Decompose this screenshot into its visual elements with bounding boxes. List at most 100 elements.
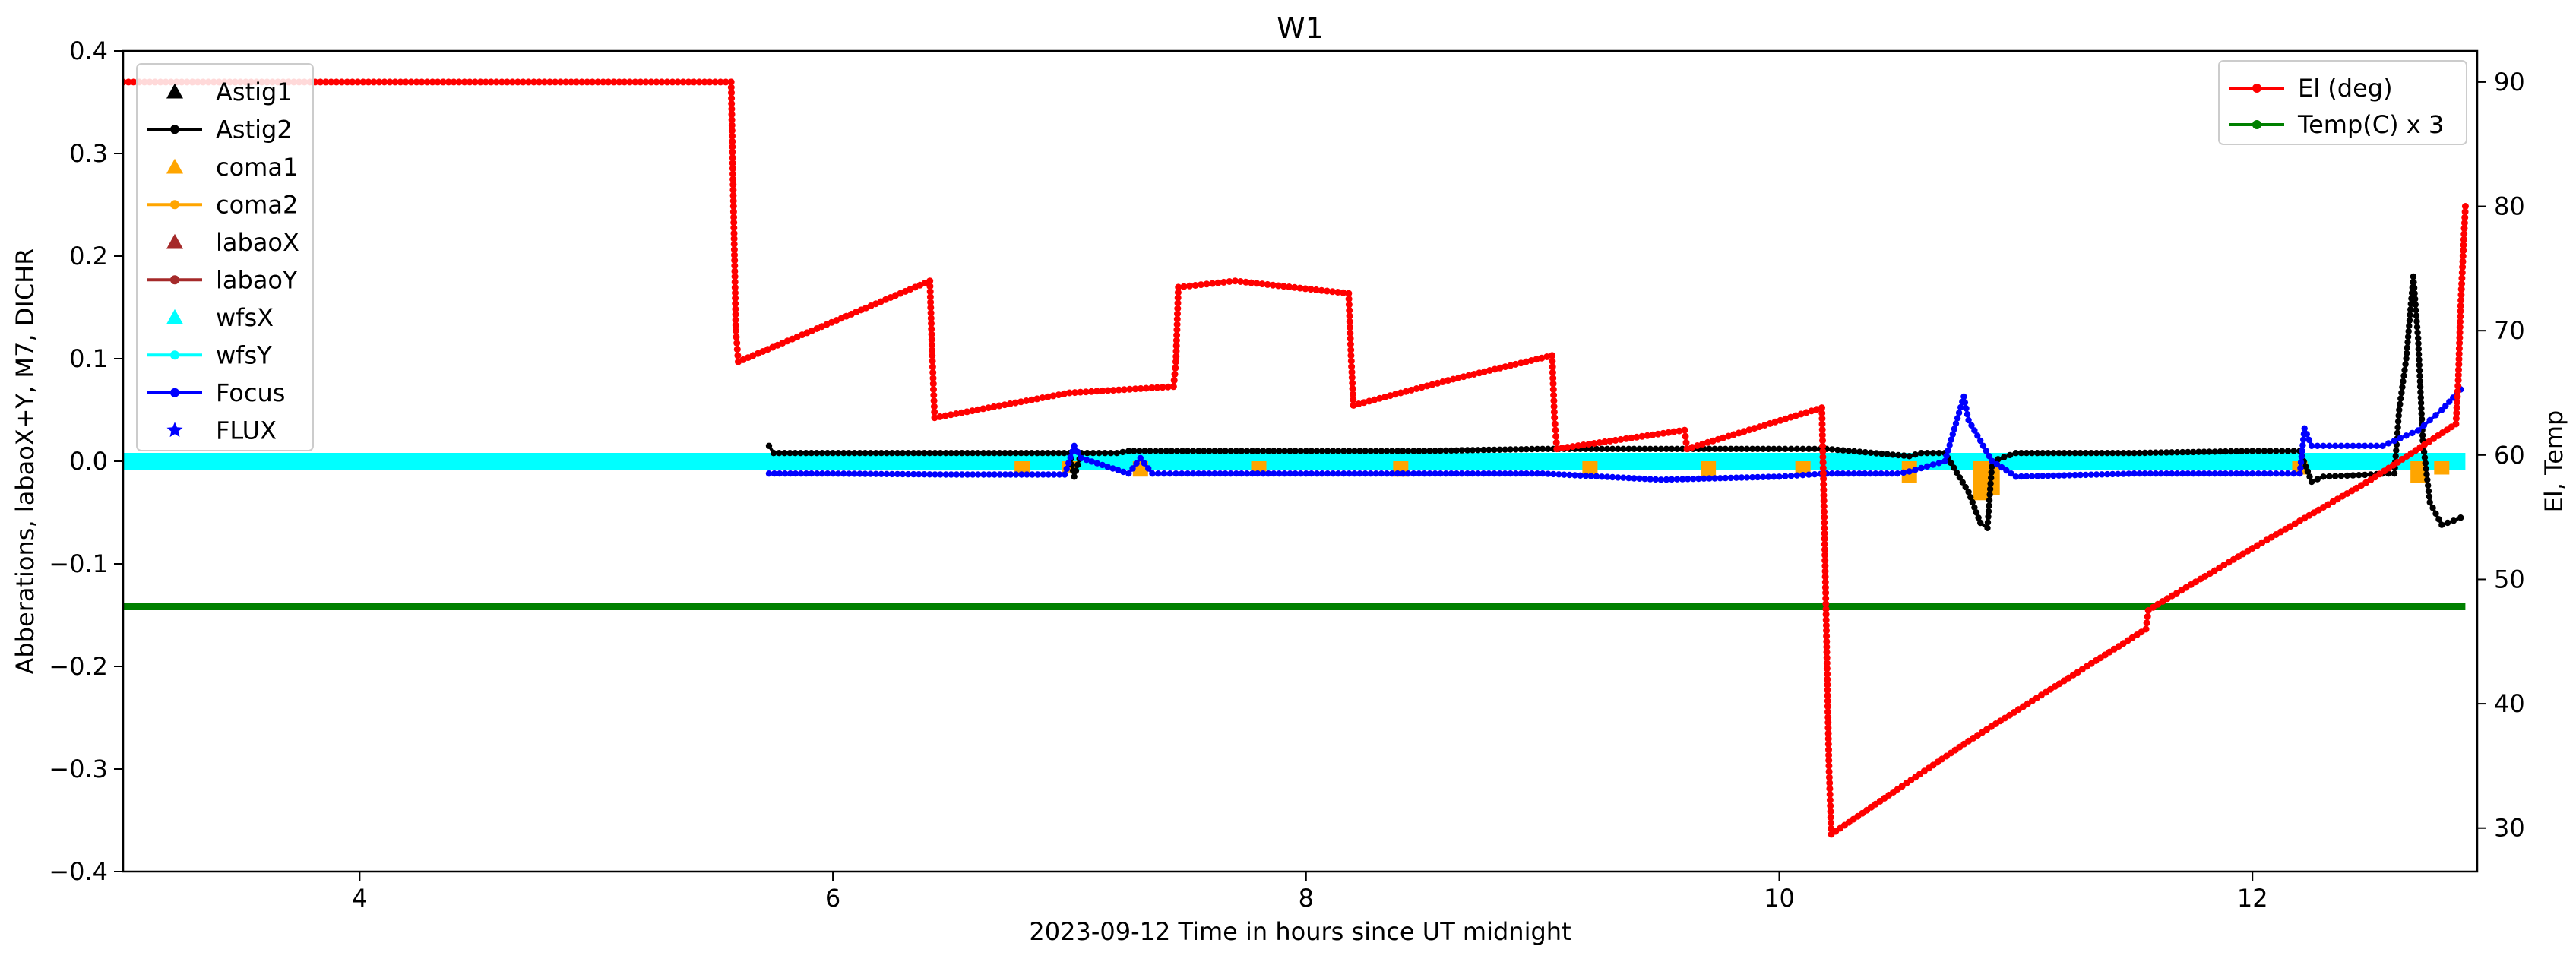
- data-point: [2454, 382, 2462, 390]
- data-point: [2403, 432, 2410, 439]
- data-point: [1126, 385, 1134, 393]
- data-point: [1545, 445, 1552, 452]
- data-point: [338, 78, 346, 86]
- y2-tick-label: 30: [2494, 814, 2525, 843]
- data-point: [1512, 470, 1520, 477]
- data-point: [1346, 448, 1353, 454]
- data-point: [1748, 474, 1756, 481]
- data-point: [1173, 331, 1181, 339]
- data-point: [1950, 464, 1957, 471]
- data-point: [1552, 432, 1560, 440]
- data-point: [1238, 470, 1245, 477]
- data-point: [2185, 470, 2191, 477]
- data-point: [1745, 426, 1753, 434]
- data-point: [1824, 719, 1832, 726]
- data-point: [1681, 426, 1688, 434]
- data-point: [1998, 464, 2005, 471]
- data-point: [2144, 613, 2151, 620]
- data-point: [1137, 454, 1144, 462]
- data-point: [1845, 470, 1852, 477]
- data-point: [1906, 468, 1913, 475]
- data-point: [1157, 448, 1164, 454]
- data-point: [1356, 448, 1363, 454]
- data-point: [1172, 347, 1180, 355]
- data-point: [1248, 470, 1256, 477]
- data-point: [1018, 471, 1025, 478]
- data-point: [1496, 470, 1503, 477]
- data-point: [1071, 442, 1078, 449]
- data-point: [1145, 465, 1152, 472]
- data-point: [1663, 476, 1670, 483]
- data-point: [1690, 476, 1697, 483]
- data-point: [2454, 377, 2462, 384]
- data-point: [1173, 448, 1181, 454]
- data-point: [1007, 450, 1014, 457]
- data-point: [1421, 448, 1428, 454]
- data-point: [846, 470, 853, 477]
- data-point: [536, 78, 543, 86]
- data-point: [2109, 450, 2116, 457]
- data-point: [1065, 389, 1073, 397]
- data-point: [1951, 426, 1958, 432]
- data-point: [1071, 389, 1079, 397]
- data-point: [1956, 474, 1964, 481]
- data-point: [2017, 450, 2025, 457]
- data-point: [1039, 394, 1046, 401]
- data-point: [1141, 448, 1148, 454]
- data-point: [2423, 465, 2429, 472]
- data-point: [1350, 396, 1357, 403]
- data-point: [1820, 486, 1828, 494]
- legend-entry: El (deg): [2229, 74, 2393, 103]
- data-point: [1714, 435, 1722, 443]
- data-point: [2356, 442, 2362, 449]
- data-point: [1845, 448, 1852, 454]
- data-point: [1292, 470, 1299, 477]
- data-point: [813, 450, 821, 457]
- data-point: [730, 240, 738, 248]
- data-point: [2028, 473, 2036, 479]
- data-point: [792, 450, 799, 457]
- data-point: [498, 78, 505, 86]
- data-point: [1286, 283, 1293, 290]
- data-point: [2422, 460, 2429, 467]
- data-point: [1884, 451, 1891, 457]
- data-point: [937, 471, 944, 478]
- data-point: [1596, 439, 1603, 446]
- data-point: [471, 78, 479, 86]
- data-point: [1819, 470, 1827, 477]
- data-point: [1954, 415, 1961, 422]
- data-point: [1527, 357, 1535, 364]
- data-point: [732, 300, 739, 308]
- data-point: [2405, 328, 2412, 335]
- data-point: [916, 471, 922, 478]
- data-point: [1824, 676, 1831, 683]
- data-point: [1119, 448, 1126, 456]
- data-point: [2087, 471, 2095, 478]
- data-point: [1350, 401, 1357, 409]
- data-point: [1995, 456, 2002, 463]
- data-point: [1883, 470, 1890, 477]
- data-point: [1577, 472, 1584, 479]
- data-point: [2416, 372, 2423, 379]
- data-point: [508, 78, 516, 86]
- legend-entry: coma1: [166, 153, 298, 182]
- data-point: [1131, 385, 1139, 393]
- data-point: [1155, 470, 1162, 477]
- data-point: [1609, 473, 1616, 481]
- data-point: [317, 78, 324, 86]
- data-point: [1808, 407, 1815, 415]
- data-point: [530, 78, 537, 86]
- data-point: [2055, 450, 2062, 457]
- data-point: [1963, 405, 1970, 412]
- data-point: [888, 470, 896, 478]
- data-point: [1017, 450, 1024, 457]
- data-point: [1549, 363, 1556, 371]
- data-point: [2413, 324, 2421, 331]
- data-point: [733, 340, 741, 347]
- data-point: [2435, 516, 2442, 523]
- data-point: [573, 78, 581, 86]
- data-point: [600, 78, 607, 86]
- data-point: [1323, 287, 1331, 295]
- data-point: [1405, 448, 1412, 454]
- data-point: [1912, 467, 1919, 473]
